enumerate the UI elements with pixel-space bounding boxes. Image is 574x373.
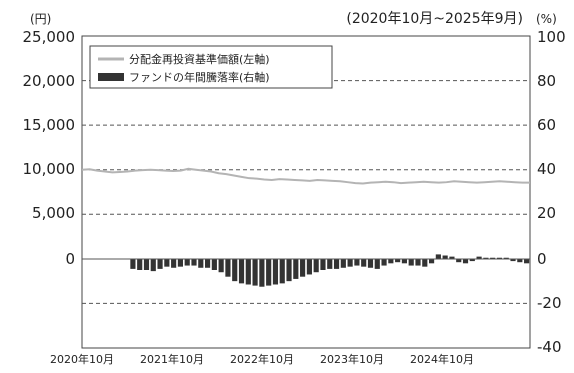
bar <box>510 258 516 262</box>
left-tick: 10,000 <box>23 160 76 178</box>
bar <box>395 258 401 263</box>
left-tick: 25,000 <box>23 28 76 46</box>
bar <box>401 258 407 264</box>
bar <box>218 258 224 273</box>
bar <box>422 258 428 267</box>
x-tick: 2023年10月 <box>320 352 384 366</box>
bar <box>340 258 346 268</box>
bar <box>130 258 136 269</box>
legend: 分配金再投資基準価額(左軸) ファンドの年間騰落率(右軸) <box>89 45 333 89</box>
right-tick: 100 <box>537 28 566 46</box>
bar <box>327 258 333 269</box>
bar <box>435 254 441 259</box>
bar <box>272 258 279 285</box>
right-tick: 60 <box>537 116 556 134</box>
bar <box>367 258 374 268</box>
right-tick: -40 <box>537 338 562 356</box>
bar <box>429 258 435 264</box>
bar <box>347 258 353 267</box>
left-tick: 5,000 <box>32 204 75 222</box>
bar <box>143 258 150 270</box>
bar <box>205 258 211 268</box>
bar <box>300 258 306 277</box>
line-series-nav <box>81 167 530 185</box>
bar <box>259 258 265 287</box>
right-tick: 80 <box>537 72 556 90</box>
legend-label-return: ファンドの年間騰落率(右軸) <box>129 70 270 84</box>
bar <box>483 257 489 259</box>
bar <box>361 258 367 267</box>
legend-bar-swatch <box>98 73 124 81</box>
left-tick: 0 <box>65 250 75 268</box>
bar <box>388 258 394 264</box>
bar <box>490 257 496 259</box>
bar <box>232 258 238 282</box>
right-tick: 0 <box>537 250 547 268</box>
x-tick: 2021年10月 <box>140 352 204 366</box>
bar <box>198 258 204 268</box>
bar <box>252 258 258 286</box>
bar <box>442 255 448 259</box>
bar <box>306 258 312 275</box>
bar <box>313 258 319 273</box>
bar <box>456 258 462 263</box>
x-tick: 2020年10月 <box>50 352 114 366</box>
bar <box>177 258 183 267</box>
bar <box>469 258 475 262</box>
bar <box>225 258 231 277</box>
bar-series <box>130 254 530 287</box>
bar <box>238 258 245 284</box>
bar <box>462 258 469 264</box>
bar <box>137 258 143 270</box>
bar <box>354 258 360 266</box>
x-tick: 2022年10月 <box>230 352 294 366</box>
bar <box>517 258 523 263</box>
right-axis-unit: (%) <box>536 12 557 26</box>
bar <box>171 258 177 268</box>
legend-box <box>89 45 333 89</box>
bar <box>503 257 509 259</box>
bar <box>157 258 163 269</box>
right-tick: 40 <box>537 160 556 178</box>
bar <box>211 258 217 270</box>
bar <box>415 258 421 266</box>
bar <box>164 258 170 267</box>
left-axis-unit: (円) <box>30 12 51 26</box>
bar <box>449 256 455 259</box>
bar <box>150 258 156 272</box>
right-tick: 20 <box>537 204 556 222</box>
left-tick: 20,000 <box>23 72 76 90</box>
bar <box>476 256 482 259</box>
left-tick: 15,000 <box>23 116 76 134</box>
bar <box>245 258 251 285</box>
bar <box>279 258 285 284</box>
bar <box>524 258 530 264</box>
x-tick: 2024年10月 <box>410 352 474 366</box>
period-label: (2020年10月~2025年9月) <box>346 11 523 27</box>
bar <box>320 258 326 270</box>
bar <box>184 258 190 266</box>
legend-label-nav: 分配金再投資基準価額(左軸) <box>129 52 270 66</box>
right-tick: -20 <box>537 294 562 312</box>
bar <box>333 258 340 269</box>
bar <box>374 258 380 269</box>
bar <box>381 258 387 266</box>
bar <box>191 258 197 266</box>
bar <box>293 258 299 279</box>
bar <box>408 258 414 266</box>
bar <box>496 257 503 259</box>
bar <box>286 258 292 282</box>
bar <box>266 258 272 286</box>
